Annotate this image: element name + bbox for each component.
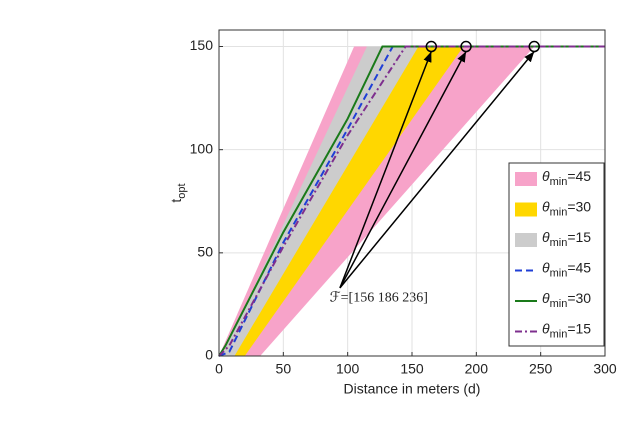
annotation-arrow: [339, 51, 535, 289]
legend-label: θmin=45: [542, 168, 591, 188]
series-line: [218, 45, 605, 357]
x-axis-label: Distance in meters (d): [344, 381, 481, 397]
x-tick-label: 50: [276, 361, 292, 377]
legend-label: θmin=30: [542, 198, 591, 218]
series-line: [218, 45, 605, 357]
y-axis-label: topt: [168, 183, 188, 202]
legend-label: θmin=45: [542, 259, 591, 279]
band-area: [221, 46, 419, 357]
x-tick-label: 100: [336, 361, 360, 377]
marker: [425, 40, 438, 53]
legend-label: θmin=15: [542, 229, 591, 249]
plot-frame: [218, 29, 606, 357]
x-tick-label: 150: [400, 361, 424, 377]
x-tick-label: 250: [529, 361, 553, 377]
y-tick-label: 150: [190, 37, 214, 53]
marker: [460, 40, 472, 53]
legend-swatch: [515, 233, 537, 247]
legend-swatch: [515, 172, 537, 186]
y-tick-label: 100: [190, 140, 214, 156]
y-tick-label: 0: [205, 347, 213, 363]
x-tick-label: 0: [215, 361, 223, 377]
legend-label: θmin=30: [542, 290, 591, 310]
x-tick-label: 200: [465, 361, 489, 377]
annotation-arrow: [339, 51, 467, 289]
legend-label: θmin=15: [542, 320, 591, 340]
y-tick-label: 50: [197, 244, 213, 260]
x-tick-label: 300: [593, 361, 617, 377]
annotation: ℱ=[156 186 236]: [330, 290, 428, 305]
legend-box: [508, 162, 605, 347]
legend-swatch: [515, 202, 537, 217]
annotation-arrow: [339, 51, 432, 289]
marker: [528, 40, 540, 53]
